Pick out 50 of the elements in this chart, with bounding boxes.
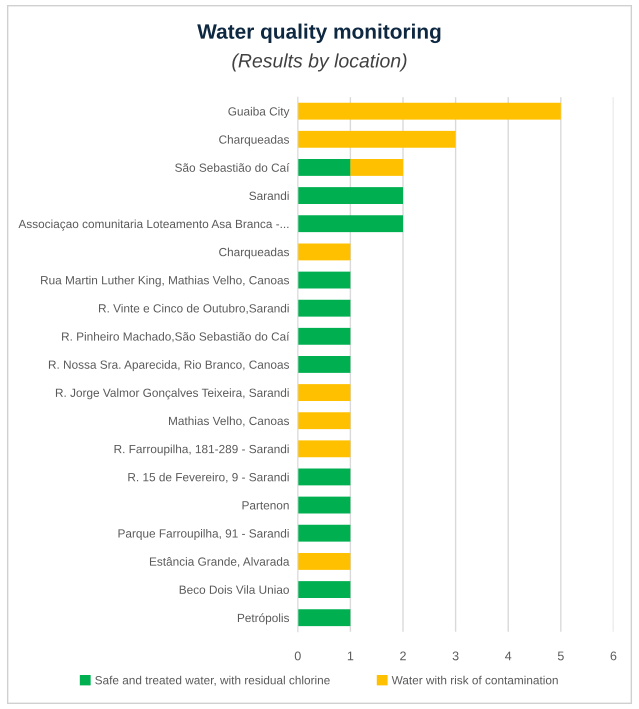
bar [298,272,350,288]
bar [350,159,403,176]
x-tick-label: 3 [452,651,459,660]
y-tick-label: Mathias Velho, Canoas [169,416,290,426]
x-tick-label: 6 [610,651,616,660]
bar [298,328,350,345]
chart-title: Water quality monitoring [197,24,440,44]
bar [298,300,350,317]
chart-subtitle: (Results by location) [232,53,406,72]
bar [298,130,456,148]
x-tick-label: 0 [294,651,301,660]
bar [298,524,350,542]
legend-label: Safe and treated water, with residual chlorine [95,676,330,686]
y-tick-label: Beco Dois Vila Uniao [180,585,289,594]
y-tick-label: R. Pinheiro Machado,São Sebastião do Caí [62,332,290,342]
y-tick-label: Partenon [242,501,289,510]
y-tick-label: Rua Martin Luther King, Mathias Velho, Canoas [41,276,290,287]
bar [298,243,350,260]
bar [298,581,350,598]
bar [298,356,350,373]
bar [298,102,561,120]
x-tick-label: 2 [400,651,406,660]
x-tick-label: 4 [505,652,512,660]
y-tick-label: R. Vinte e Cinco de Outubro,Sarandi [99,304,289,314]
y-tick-label: Associaçao comunitaria Loteamento Asa Branca -... [18,219,288,231]
y-tick-label: Charqueadas [219,135,290,146]
y-tick-label: Estância Grande, Alvarada [150,557,290,568]
y-tick-label: R. Farroupilha, 181-289 - Sarandi [114,444,289,456]
y-tick-label: Petrópolis [238,613,290,624]
bar [298,187,403,204]
y-tick-label: R. Jorge Valmor Gonçalves Teixeira, Sarandi [56,388,289,400]
y-tick-label: Sarandi [249,191,289,200]
y-tick-label: Charqueadas [219,248,290,259]
bar [298,468,350,486]
bar [298,215,403,232]
y-tick-label: Guaiba City [228,106,290,118]
bar [298,552,350,570]
y-tick-label: Parque Farroupilha, 91 - Sarandi [118,528,289,540]
y-tick-label: R. Nossa Sra. Aparecida, Rio Branco, Canoas [48,360,290,372]
bar [298,159,350,176]
bar [298,496,350,514]
y-tick-label: R. 15 de Fevereiro, 9 - Sarandi [128,472,289,483]
bar [298,609,350,626]
bar [298,384,350,402]
legend-label: Water with risk of contamination [392,676,558,684]
x-tick-label: 5 [558,652,564,660]
bar [298,440,350,458]
bar [298,412,350,430]
x-tick-label: 1 [348,652,354,660]
y-tick-label: São Sebastião do Caí [175,163,290,172]
